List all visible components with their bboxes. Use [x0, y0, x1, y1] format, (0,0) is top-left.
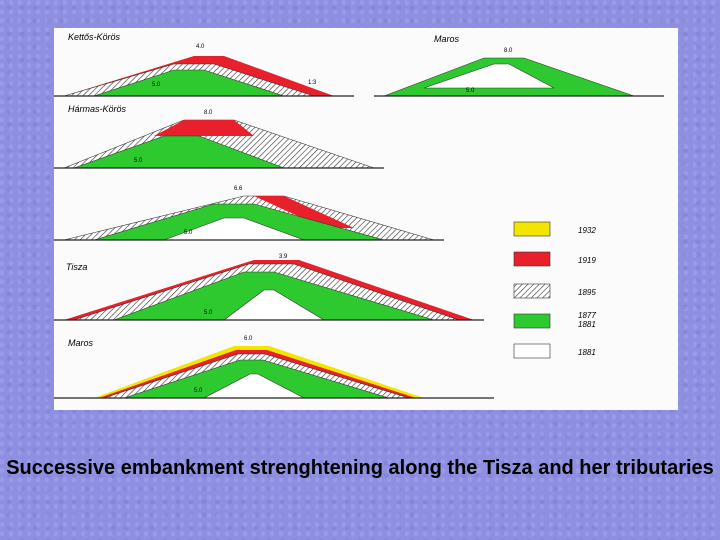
section-label: Hármas-Körös [68, 104, 127, 114]
svg-text:8.0: 8.0 [504, 48, 513, 54]
section-label: Tisza [66, 262, 87, 272]
svg-text:5.0: 5.0 [134, 158, 143, 164]
svg-text:1881: 1881 [578, 348, 596, 357]
svg-text:5.0: 5.0 [152, 82, 161, 88]
profile-harmas-koros: Hármas-Körös 8.0 5.0 [54, 104, 384, 169]
svg-text:6.6: 6.6 [234, 186, 243, 192]
svg-text:3.9: 3.9 [279, 254, 288, 260]
profile-tisza: Tisza 3.9 5.0 [54, 254, 484, 321]
svg-text:6.0: 6.0 [244, 336, 253, 342]
svg-text:8.0: 8.0 [204, 110, 213, 116]
legend-item-1919: 1919 [513, 251, 596, 267]
section-label: Maros [434, 34, 460, 44]
svg-text:4.0: 4.0 [196, 44, 205, 50]
slide-caption: Successive embankment strenghtening alon… [6, 457, 714, 479]
legend-item-1895: 1895 [513, 283, 596, 299]
section-label: Maros [68, 338, 94, 348]
legend: 1932 1919 1895 1877 1881 1881 [513, 221, 596, 359]
embankment-cross-section-diagram: Kettős-Körös 4.0 5.0 1:3 Maros 8.0 5.0 H… [54, 28, 678, 410]
svg-text:5.0: 5.0 [466, 88, 475, 94]
svg-text:1919: 1919 [578, 256, 596, 265]
profile-maros-top: Maros 8.0 5.0 [374, 34, 664, 97]
section-label: Kettős-Körös [68, 32, 121, 42]
svg-text:1:3: 1:3 [308, 80, 317, 86]
profile-maros-bottom: Maros 6.0 5.0 [54, 336, 494, 399]
profile-tisza-upper: 6.6 5.0 [54, 186, 444, 241]
svg-text:5.0: 5.0 [204, 310, 213, 316]
svg-text:1895: 1895 [578, 288, 596, 297]
legend-item-1877-1881: 1877 1881 [513, 311, 596, 329]
profile-kettos-koros: Kettős-Körös 4.0 5.0 1:3 [54, 32, 354, 97]
svg-text:5.0: 5.0 [194, 388, 203, 394]
legend-item-1932: 1932 [513, 221, 596, 237]
legend-item-1881: 1881 [513, 343, 596, 359]
svg-text:5.0: 5.0 [184, 230, 193, 236]
svg-text:1932: 1932 [578, 226, 596, 235]
